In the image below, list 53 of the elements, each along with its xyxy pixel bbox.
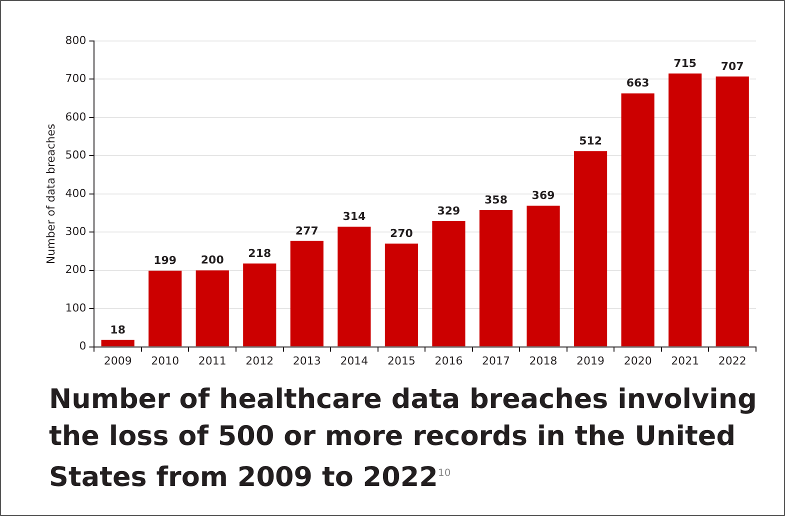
x-tick-label: 2021 (671, 354, 700, 368)
bar (196, 270, 229, 346)
bar (716, 76, 749, 346)
x-tick-label: 2015 (387, 354, 416, 368)
data-label: 369 (532, 189, 555, 202)
y-tick-label: 200 (65, 263, 86, 276)
y-tick-label: 300 (65, 224, 86, 238)
x-tick-label: 2020 (624, 354, 652, 368)
y-tick-label: 700 (65, 72, 86, 86)
y-tick-label: 500 (65, 148, 86, 162)
x-tick-label: 2012 (246, 354, 274, 368)
data-label: 329 (437, 204, 460, 218)
x-tick-label: 2014 (340, 354, 368, 368)
y-tick-label: 400 (65, 186, 86, 200)
bar (148, 270, 182, 346)
x-tick-label: 2009 (104, 354, 132, 368)
data-label: 663 (626, 76, 650, 90)
bar (384, 244, 418, 346)
x-tick-label: 2017 (482, 354, 510, 368)
x-tick-label: 2022 (718, 354, 746, 368)
bar (526, 206, 560, 346)
bar (574, 151, 608, 346)
bar (101, 340, 134, 346)
y-axis-title: Number of data breaches (44, 123, 58, 264)
bar (621, 93, 654, 346)
data-label: 200 (200, 254, 224, 267)
x-tick-label: 2010 (151, 354, 180, 368)
bar (668, 73, 702, 346)
y-tick-label: 100 (65, 301, 86, 314)
y-tick-label: 0 (79, 340, 86, 353)
text: Number of healthcare data breaches involving the loss of 500 or more records in the United States from 2009 to 2022$^{10}$ (49, 383, 758, 495)
data-label: 218 (248, 246, 272, 260)
x-tick-label: 2019 (576, 354, 605, 368)
y-tick-label: 800 (65, 34, 86, 47)
bar (243, 263, 276, 346)
data-label: 314 (342, 210, 366, 224)
bar (290, 240, 324, 346)
x-tick-label: 2013 (292, 354, 321, 368)
data-label: 277 (295, 224, 318, 238)
data-label: 18 (110, 323, 126, 336)
bar (479, 210, 513, 346)
data-label: 512 (579, 134, 602, 148)
data-label: 199 (154, 254, 177, 268)
bar (338, 226, 371, 346)
bar (432, 221, 466, 346)
data-label: 270 (390, 226, 414, 240)
x-tick-label: 2018 (529, 354, 558, 368)
x-tick-label: 2016 (434, 354, 463, 368)
x-tick-label: 2011 (198, 354, 226, 368)
data-label: 358 (484, 193, 508, 206)
data-label: 707 (720, 60, 744, 73)
y-tick-label: 600 (65, 110, 86, 124)
data-label: 715 (674, 56, 697, 70)
